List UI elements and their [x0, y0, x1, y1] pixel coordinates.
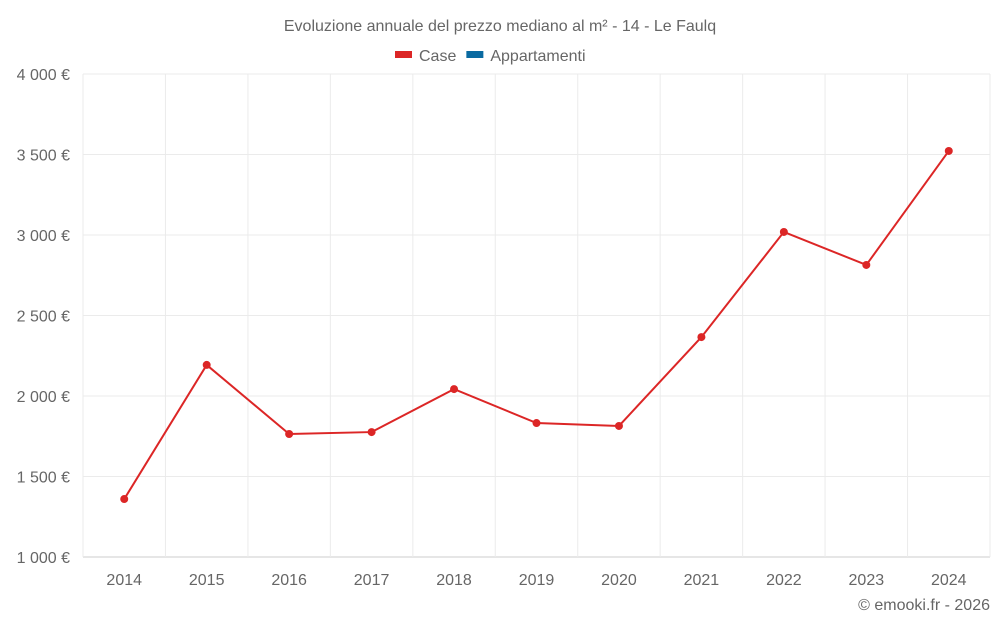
x-tick-label: 2022 — [766, 572, 802, 589]
x-tick-label: 2020 — [601, 572, 637, 589]
x-tick-label: 2015 — [189, 572, 225, 589]
y-tick-label: 2 000 € — [17, 389, 70, 406]
y-tick-label: 3 500 € — [17, 148, 70, 165]
data-point[interactable] — [120, 495, 129, 504]
y-tick-label: 3 000 € — [17, 228, 70, 245]
x-tick-label: 2019 — [519, 572, 555, 589]
data-point[interactable] — [202, 360, 211, 369]
data-point[interactable] — [944, 146, 953, 155]
y-tick-label: 1 000 € — [17, 550, 70, 567]
data-point[interactable] — [614, 421, 623, 430]
y-tick-label: 1 500 € — [17, 470, 70, 487]
x-tick-label: 2023 — [849, 572, 885, 589]
credit: © emooki.fr - 2026 — [858, 597, 990, 614]
data-point[interactable] — [532, 419, 541, 428]
chart-title: Evoluzione annuale del prezzo mediano al… — [284, 18, 716, 35]
data-point[interactable] — [779, 227, 788, 236]
legend-swatch[interactable] — [395, 51, 412, 58]
x-tick-label: 2016 — [271, 572, 307, 589]
x-tick-label: 2017 — [354, 572, 390, 589]
data-point[interactable] — [450, 385, 459, 394]
x-tick-label: 2021 — [684, 572, 720, 589]
x-tick-label: 2014 — [106, 572, 142, 589]
y-tick-label: 4 000 € — [17, 67, 70, 84]
y-tick-label: 2 500 € — [17, 309, 70, 326]
legend-label[interactable]: Case — [419, 48, 456, 65]
data-point[interactable] — [285, 429, 294, 438]
x-tick-label: 2018 — [436, 572, 472, 589]
legend-label[interactable]: Appartamenti — [490, 48, 585, 65]
data-point[interactable] — [697, 333, 706, 342]
data-point[interactable] — [367, 428, 376, 437]
data-point[interactable] — [862, 260, 871, 269]
legend-swatch[interactable] — [466, 51, 484, 58]
x-tick-label: 2024 — [931, 572, 967, 589]
